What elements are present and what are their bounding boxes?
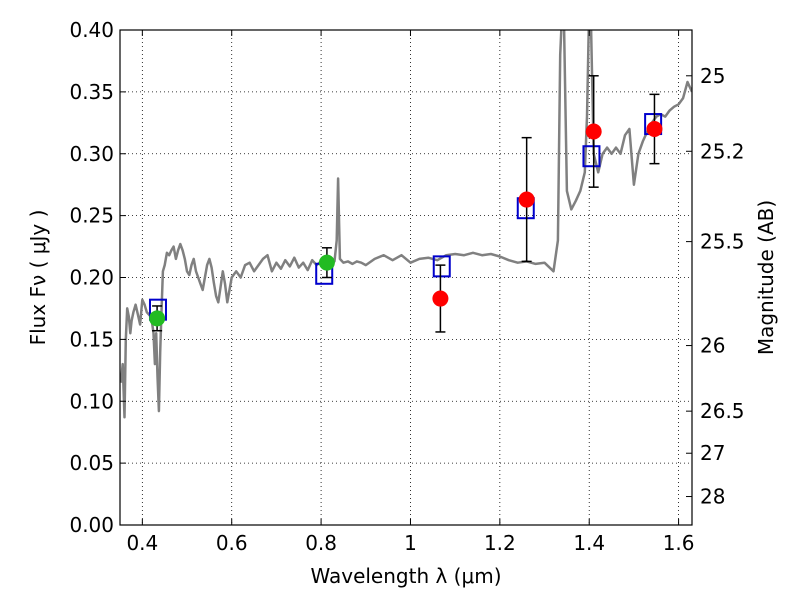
x-tick-label: 0.6 bbox=[216, 531, 248, 555]
spectrum-line bbox=[120, 30, 692, 419]
y-tick-label: 0.25 bbox=[69, 204, 114, 228]
x-axis-title: Wavelength λ (μm) bbox=[310, 564, 501, 588]
right-tick-label: 25 bbox=[700, 64, 725, 88]
y-tick-label: 0.35 bbox=[69, 80, 114, 104]
y-axis-title: Flux Fν ( μJy ) bbox=[26, 210, 50, 346]
right-tick-label: 26 bbox=[700, 334, 725, 358]
right-tick-label: 25.2 bbox=[700, 139, 745, 163]
ticks: 0.4 0.6 0.8 1 1.2 1.4 1.6 0.00 0.05 0.10 0.15 0.20 0… bbox=[69, 18, 744, 555]
right-tick-label: 28 bbox=[700, 485, 725, 509]
data-point bbox=[432, 290, 449, 307]
y-tick-label: 0.10 bbox=[69, 389, 114, 413]
right-tick-label: 27 bbox=[700, 441, 725, 465]
x-tick-label: 1.6 bbox=[663, 531, 695, 555]
y-tick-label: 0.15 bbox=[69, 327, 114, 351]
x-tick-label: 0.4 bbox=[126, 531, 158, 555]
x-tick-label: 1 bbox=[404, 531, 417, 555]
y-tick-label: 0.40 bbox=[69, 18, 114, 42]
plot-area bbox=[120, 30, 692, 419]
right-tick-label: 26.5 bbox=[700, 399, 745, 423]
right-axis-title: Magnitude (AB) bbox=[754, 200, 778, 355]
model-square-marker bbox=[582, 145, 601, 168]
x-tick-label: 0.8 bbox=[305, 531, 337, 555]
data-point bbox=[646, 121, 663, 137]
data-point bbox=[518, 191, 535, 208]
y-tick-label: 0.00 bbox=[69, 513, 114, 537]
data-point bbox=[149, 310, 166, 327]
data-point bbox=[585, 123, 602, 140]
x-tick-label: 1.4 bbox=[573, 531, 605, 555]
y-tick-label: 0.20 bbox=[69, 266, 114, 290]
y-tick-label: 0.05 bbox=[69, 451, 114, 475]
y-tick-label: 0.30 bbox=[69, 142, 114, 166]
right-tick-label: 25.5 bbox=[700, 230, 745, 254]
data-point bbox=[318, 254, 335, 271]
model-square-marker bbox=[432, 255, 451, 278]
x-tick-label: 1.2 bbox=[484, 531, 516, 555]
